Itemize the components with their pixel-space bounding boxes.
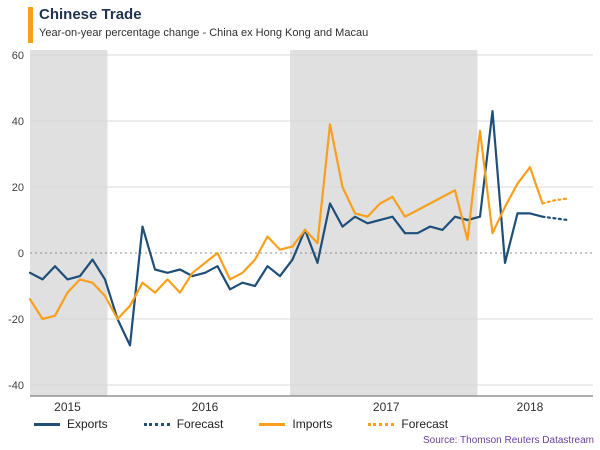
legend-label: Forecast xyxy=(176,417,224,431)
trade-line-chart: 60 40 20 0 -20 -40 2015 2016 2017 2018 xyxy=(8,50,593,414)
legend-label: Forecast xyxy=(401,417,449,431)
forecast-dotted-line xyxy=(541,215,569,222)
shaded-band xyxy=(290,50,478,396)
forecast-dotted-line xyxy=(541,197,569,205)
source-attribution: Source: Thomson Reuters Datastream xyxy=(422,435,594,446)
chart-subtitle: Year-on-year percentage change - China e… xyxy=(39,27,369,39)
y-axis-tick-label: -20 xyxy=(8,314,24,326)
imports-line-swatch xyxy=(259,422,286,426)
exports-solid-line xyxy=(28,109,544,347)
title-accent-bar xyxy=(28,7,33,43)
chart-legend: Exports Forecast Imports Forecast xyxy=(34,417,448,431)
legend-label: Exports xyxy=(67,417,108,431)
exports-forecast-line-swatch xyxy=(143,422,170,426)
legend-item-exports: Exports xyxy=(34,417,108,431)
x-axis-year-label: 2018 xyxy=(517,400,544,414)
x-axis-year-label: 2015 xyxy=(54,400,81,414)
imports-forecast-line-swatch xyxy=(368,422,395,426)
chart-title: Chinese Trade xyxy=(39,6,142,23)
imports-solid-line xyxy=(28,123,544,321)
legend-item-imports: Imports xyxy=(259,417,332,431)
legend-label: Imports xyxy=(292,417,333,431)
y-axis-tick-label: 0 xyxy=(18,248,24,260)
x-axis-year-label: 2017 xyxy=(373,400,400,414)
legend-item-imports-forecast: Forecast xyxy=(368,417,448,431)
x-axis-year-label: 2016 xyxy=(192,400,219,414)
y-axis-tick-label: 40 xyxy=(12,116,24,128)
shaded-band xyxy=(30,50,108,396)
y-axis-tick-label: -40 xyxy=(8,380,24,392)
y-axis-tick-label: 20 xyxy=(12,182,24,194)
legend-item-exports-forecast: Forecast xyxy=(143,417,224,431)
y-axis-tick-label: 60 xyxy=(12,50,24,62)
exports-line-swatch xyxy=(34,422,60,426)
